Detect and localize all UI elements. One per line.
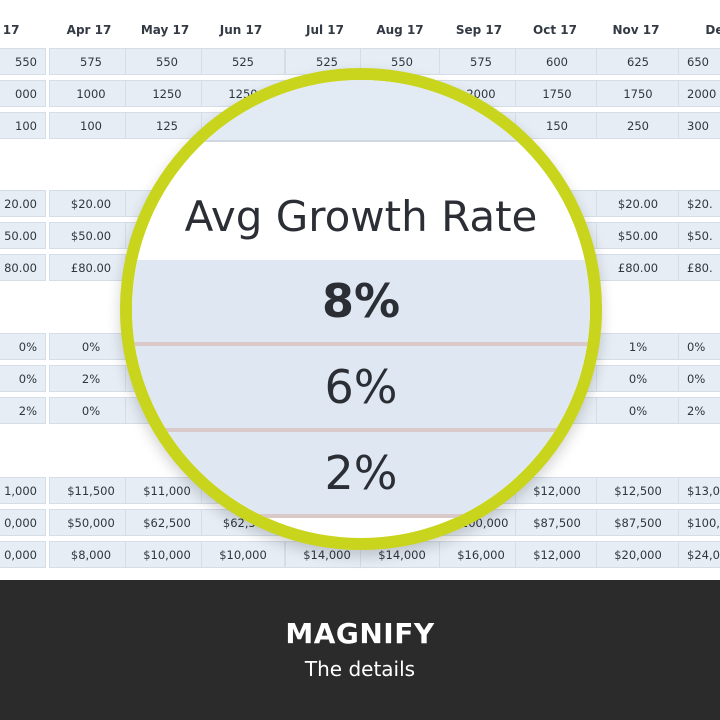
table-cell[interactable]: $8,000 [49, 541, 133, 568]
table-cell[interactable]: $12,500 [596, 477, 680, 504]
column-header[interactable]: Nov 17 [612, 23, 660, 37]
column-header[interactable]: Jul 17 [306, 23, 344, 37]
table-cell[interactable]: $16,000 [439, 541, 523, 568]
caption-title: MAGNIFY [285, 617, 435, 650]
table-cell[interactable]: $100,0 [678, 509, 720, 536]
table-cell[interactable]: 0% [596, 397, 680, 424]
table-cell[interactable]: 600 [515, 48, 599, 75]
column-header[interactable]: May 17 [140, 23, 190, 37]
table-cell[interactable]: 2% [49, 365, 133, 392]
table-cell[interactable]: £80.00 [49, 254, 133, 281]
table-cell[interactable]: $20.00 [596, 190, 680, 217]
table-cell[interactable]: $50.00 [49, 222, 133, 249]
table-cell[interactable]: $50.00 [596, 222, 680, 249]
growth-rate-title: Avg Growth Rate [184, 192, 538, 241]
table-cell[interactable]: 525 [201, 48, 285, 75]
column-header[interactable]: Aug 17 [376, 23, 424, 37]
table-cell[interactable]: $10,000 [201, 541, 285, 568]
table-cell[interactable]: $12,000 [515, 541, 599, 568]
growth-rate-value: 6% [132, 346, 590, 432]
table-cell[interactable]: 20.00 [0, 190, 46, 217]
table-cell[interactable]: 0% [0, 365, 46, 392]
column-header[interactable]: Dec [705, 23, 720, 37]
magnified-header-row [132, 80, 590, 142]
table-cell[interactable]: 2% [678, 397, 720, 424]
table-cell[interactable]: 300 [678, 112, 720, 139]
table-cell[interactable]: $50. [678, 222, 720, 249]
table-cell[interactable]: £80.00 [596, 254, 680, 281]
column-header[interactable]: Sep 17 [455, 23, 503, 37]
table-cell[interactable]: $11,500 [49, 477, 133, 504]
table-cell[interactable]: 650 [678, 48, 720, 75]
table-cell[interactable]: 2% [0, 397, 46, 424]
table-cell[interactable]: 0% [596, 365, 680, 392]
column-header[interactable]: ar 17 [0, 23, 20, 37]
table-cell[interactable]: 1% [596, 333, 680, 360]
table-cell[interactable]: 1750 [596, 80, 680, 107]
table-cell[interactable]: $87,500 [596, 509, 680, 536]
table-cell[interactable]: $20.00 [49, 190, 133, 217]
table-cell[interactable]: 100 [49, 112, 133, 139]
table-cell[interactable]: 0% [49, 333, 133, 360]
column-header[interactable]: Apr 17 [66, 23, 112, 37]
table-cell[interactable]: 0% [0, 333, 46, 360]
table-cell[interactable]: 000 [0, 80, 46, 107]
growth-rate-value: 2% [132, 432, 590, 518]
table-cell[interactable]: 1000 [49, 80, 133, 107]
table-cell[interactable]: 0,000 [0, 509, 46, 536]
growth-rate-value: 8% [132, 260, 590, 346]
table-cell[interactable]: 575 [49, 48, 133, 75]
table-cell[interactable]: $20. [678, 190, 720, 217]
caption-bar: MAGNIFY The details [0, 580, 720, 720]
table-cell[interactable]: 550 [125, 48, 209, 75]
table-cell[interactable]: 1,000 [0, 477, 46, 504]
table-cell[interactable]: 0% [678, 365, 720, 392]
table-cell[interactable]: 0% [49, 397, 133, 424]
table-cell[interactable]: 0,000 [0, 541, 46, 568]
caption-subtitle: The details [304, 657, 416, 681]
table-cell[interactable]: $13,0 [678, 477, 720, 504]
table-cell[interactable]: 0% [678, 333, 720, 360]
table-cell[interactable]: 50.00 [0, 222, 46, 249]
table-cell[interactable]: $10,000 [125, 541, 209, 568]
table-cell[interactable]: 550 [0, 48, 46, 75]
magnifier-lens: Avg Growth Rate 8% 6% 2% [120, 68, 602, 550]
magnified-title-band [132, 142, 590, 260]
table-cell[interactable]: 80.00 [0, 254, 46, 281]
table-cell[interactable]: 625 [596, 48, 680, 75]
table-cell[interactable]: 100 [0, 112, 46, 139]
table-cell[interactable]: $24,0 [678, 541, 720, 568]
table-cell[interactable]: 550 [360, 48, 444, 75]
column-header[interactable]: Oct 17 [533, 23, 577, 37]
table-cell[interactable]: £80. [678, 254, 720, 281]
table-cell[interactable]: $50,000 [49, 509, 133, 536]
table-cell[interactable]: 250 [596, 112, 680, 139]
column-header[interactable]: Jun 17 [219, 23, 263, 37]
table-cell[interactable]: 575 [439, 48, 523, 75]
table-cell[interactable]: $20,000 [596, 541, 680, 568]
table-cell[interactable]: 2000 [678, 80, 720, 107]
